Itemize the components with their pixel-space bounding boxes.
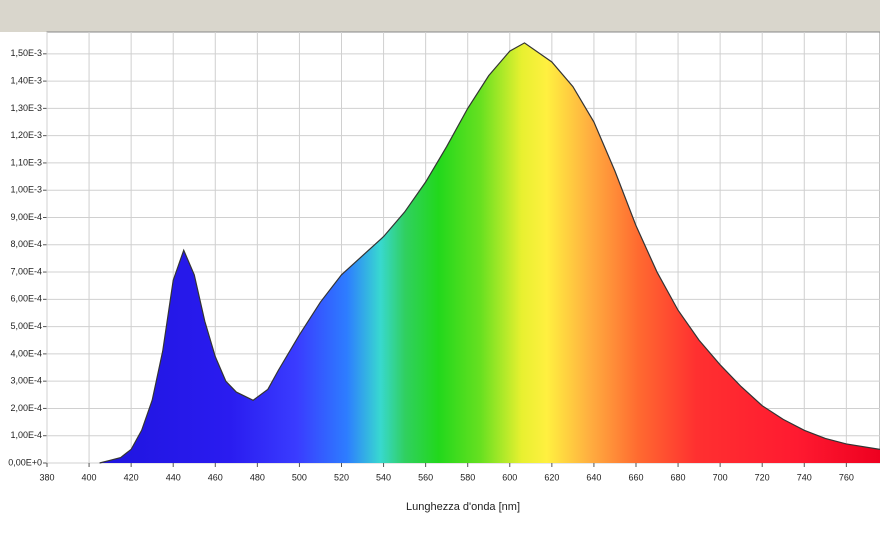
y-tick-label: 0,00E+0: [8, 457, 42, 467]
y-tick-label: 1,00E-4: [10, 430, 42, 440]
x-tick-label: 440: [166, 472, 181, 482]
y-tick-label: 1,00E-3: [10, 185, 42, 195]
x-tick-label: 520: [334, 472, 349, 482]
x-tick-label: 720: [755, 472, 770, 482]
y-tick-label: 3,00E-4: [10, 376, 42, 386]
y-tick-label: 1,20E-3: [10, 130, 42, 140]
y-tick-label: 1,30E-3: [10, 103, 42, 113]
y-tick-label: 7,00E-4: [10, 266, 42, 276]
y-tick-label: 4,00E-4: [10, 348, 42, 358]
x-tick-label: 700: [713, 472, 728, 482]
x-tick-label: 680: [671, 472, 686, 482]
x-tick-label: 740: [797, 472, 812, 482]
x-tick-label: 460: [208, 472, 223, 482]
x-tick-label: 660: [628, 472, 643, 482]
x-tick-label: 620: [544, 472, 559, 482]
top-bar: [0, 0, 880, 32]
y-tick-label: 9,00E-4: [10, 212, 42, 222]
x-tick-label: 480: [250, 472, 265, 482]
x-tick-label: 560: [418, 472, 433, 482]
y-tick-label: 6,00E-4: [10, 294, 42, 304]
x-tick-label: 760: [839, 472, 854, 482]
x-tick-label: 540: [376, 472, 391, 482]
x-axis-label: Lunghezza d'onda [nm]: [406, 501, 520, 513]
x-tick-label: 600: [502, 472, 517, 482]
x-tick-label: 400: [82, 472, 97, 482]
x-tick-label: 500: [292, 472, 307, 482]
y-tick-label: 8,00E-4: [10, 239, 42, 249]
x-tick-label: 640: [586, 472, 601, 482]
y-tick-label: 1,10E-3: [10, 157, 42, 167]
y-tick-label: 1,50E-3: [10, 48, 42, 58]
y-tick-label: 2,00E-4: [10, 403, 42, 413]
y-tick-label: 5,00E-4: [10, 321, 42, 331]
spectrum-area: [99, 42, 880, 463]
x-tick-label: 420: [124, 472, 139, 482]
y-tick-label: 1,40E-3: [10, 75, 42, 85]
x-tick-label: 580: [460, 472, 475, 482]
x-tick-label: 380: [39, 472, 54, 482]
spectrum-line: [99, 42, 880, 464]
